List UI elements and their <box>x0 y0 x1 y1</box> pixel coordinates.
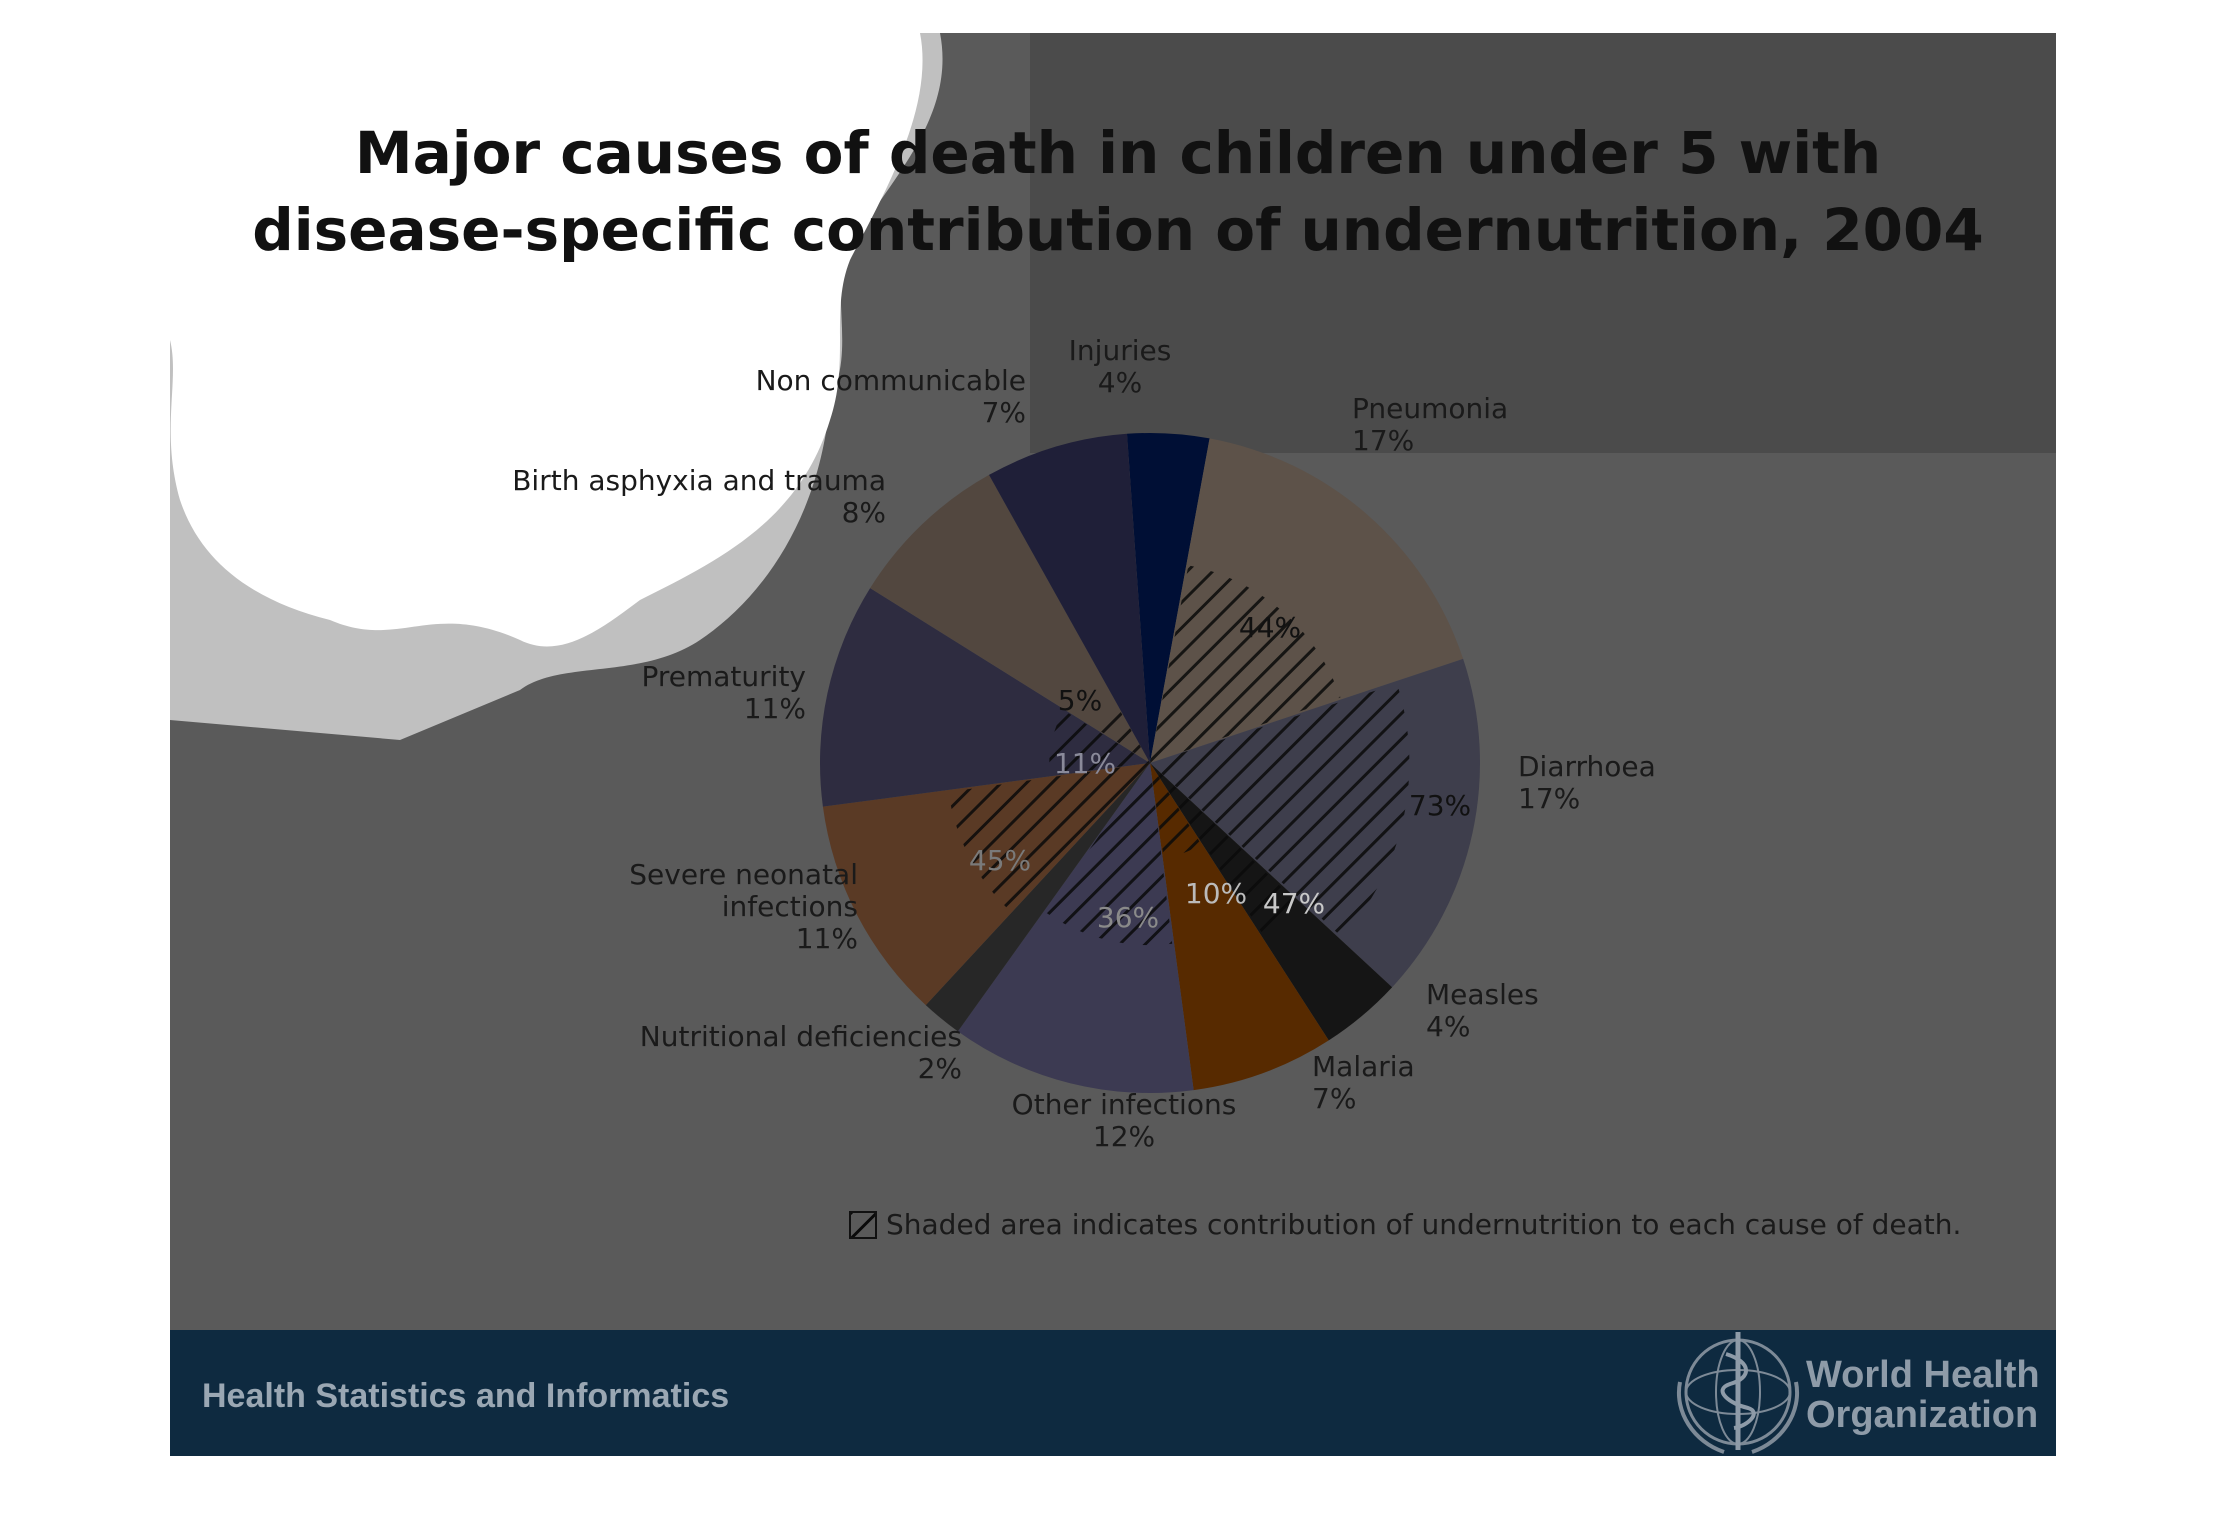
undernutrition-hatch-severe-neonatal-infections <box>948 763 1150 911</box>
slice-label-pneumonia: Pneumonia 17% <box>1352 392 1508 457</box>
org-name-line1: World Health <box>1806 1354 2040 1396</box>
slice-label-non-communicable: Non communicable 7% <box>756 364 1026 429</box>
pie-slice-injuries <box>1126 432 1210 763</box>
slice-label-measles: Measles 4% <box>1426 978 1539 1043</box>
footnote: Shaded area indicates contribution of un… <box>849 1208 1961 1241</box>
hatch-swatch-icon <box>849 1211 877 1239</box>
pie-slice-birth-asphyxia-and-trauma <box>870 474 1150 763</box>
undernutrition-hatch-diarrhoea <box>1150 683 1410 938</box>
undernutrition-label-measles: 47% <box>1263 887 1325 920</box>
undernutrition-hatch-pneumonia <box>1150 565 1341 763</box>
slice-label-malaria: Malaria 7% <box>1312 1050 1415 1115</box>
undernutrition-label-diarrhoea: 73% <box>1409 789 1471 822</box>
pie-slice-non-communicable <box>989 433 1150 763</box>
footnote-text: Shaded area indicates contribution of un… <box>886 1208 1961 1241</box>
slide-background <box>170 33 2056 1330</box>
undernutrition-hatch-birth-asphyxia-and-trauma <box>1092 704 1150 763</box>
undernutrition-hatch-measles <box>1150 763 1302 937</box>
undernutrition-label-other-infections: 36% <box>1097 901 1159 934</box>
undernutrition-label-severe-neonatal-infections: 45% <box>969 844 1031 877</box>
slice-label-diarrhoea: Diarrhoea 17% <box>1518 750 1656 815</box>
undernutrition-labels: 44% 73% 47% 10% 36% 45% 11% 5% <box>969 611 1471 934</box>
chart-title-line1: Major causes of death in children under … <box>355 119 1881 187</box>
slice-label-nutritional-deficiencies: Nutritional deficiencies 2% <box>640 1020 962 1085</box>
slice-label-prematurity: Prematurity 11% <box>641 660 806 725</box>
slice-label-other-infections: Other infections 12% <box>1012 1088 1237 1153</box>
undernutrition-hatch-other-infections <box>1045 763 1173 946</box>
slice-labels: Injuries 4% Pneumonia 17% Diarrhoea 17% Measle… <box>512 334 1656 1153</box>
org-name-line2: Organization <box>1806 1394 2038 1436</box>
undernutrition-hatching <box>948 565 1410 946</box>
undernutrition-label-pneumonia: 44% <box>1239 611 1301 644</box>
undernutrition-hatch-prematurity <box>1049 710 1150 776</box>
slice-label-severe-neonatal-infections: Severe neonatal infections 11% <box>629 858 858 955</box>
undernutrition-hatch-malaria <box>1150 763 1202 859</box>
undernutrition-label-prematurity: 11% <box>1054 747 1116 780</box>
footer-band: Health Statistics and Informatics World … <box>170 1330 2056 1456</box>
footer-left-text: Health Statistics and Informatics <box>202 1377 729 1415</box>
slice-label-injuries: Injuries 4% <box>1069 334 1172 399</box>
undernutrition-label-birth-asphyxia-and-trauma: 5% <box>1058 684 1102 717</box>
pie-slice-nutritional-deficiencies <box>925 763 1150 1032</box>
chart-title-line2: disease-specific contribution of undernu… <box>252 196 1984 264</box>
undernutrition-label-malaria: 10% <box>1185 877 1247 910</box>
who-emblem-icon <box>1676 1332 1800 1454</box>
slice-label-birth-asphyxia-and-trauma: Birth asphyxia and trauma 8% <box>512 464 886 529</box>
